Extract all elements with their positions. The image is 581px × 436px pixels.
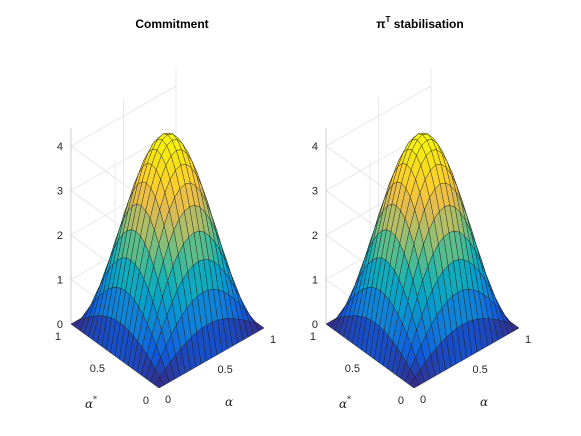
y-tick-label: 1	[55, 331, 61, 343]
y-tick-label: 0	[143, 395, 149, 407]
x-tick-label: 0.5	[473, 364, 488, 376]
surface-patch	[154, 376, 165, 389]
x-tick-label: 1	[270, 334, 276, 346]
x-axis-label: α	[225, 395, 233, 409]
x-axis-label: α	[480, 395, 488, 409]
z-tick-label: 1	[312, 275, 318, 287]
x-tick-label: 0	[165, 394, 171, 406]
z-tick-label: 4	[312, 141, 318, 153]
y-tick-label: 1	[310, 331, 316, 343]
y-axis-label: α*	[85, 395, 97, 411]
surface-mesh	[70, 132, 265, 389]
surface-mesh	[325, 132, 520, 389]
x-tick-label: 1	[525, 334, 531, 346]
z-tick-label: 4	[57, 141, 63, 153]
surface-patch	[409, 376, 420, 389]
y-tick-label: 0	[398, 395, 404, 407]
z-tick-label: 2	[57, 230, 63, 242]
y-tick-label: 0.5	[345, 363, 360, 375]
chart-title: πT stabilisation	[376, 15, 463, 31]
z-tick-label: 2	[312, 230, 318, 242]
x-tick-label: 0.5	[218, 364, 233, 376]
chart-title: Commitment	[135, 17, 208, 31]
y-tick-label: 0.5	[90, 363, 105, 375]
z-tick-label: 3	[312, 186, 318, 198]
x-tick-label: 0	[420, 394, 426, 406]
z-tick-label: 1	[57, 275, 63, 287]
z-tick-label: 0	[312, 319, 318, 331]
z-tick-label: 3	[57, 186, 63, 198]
z-tick-label: 0	[57, 319, 63, 331]
y-axis-label: α*	[339, 395, 351, 411]
